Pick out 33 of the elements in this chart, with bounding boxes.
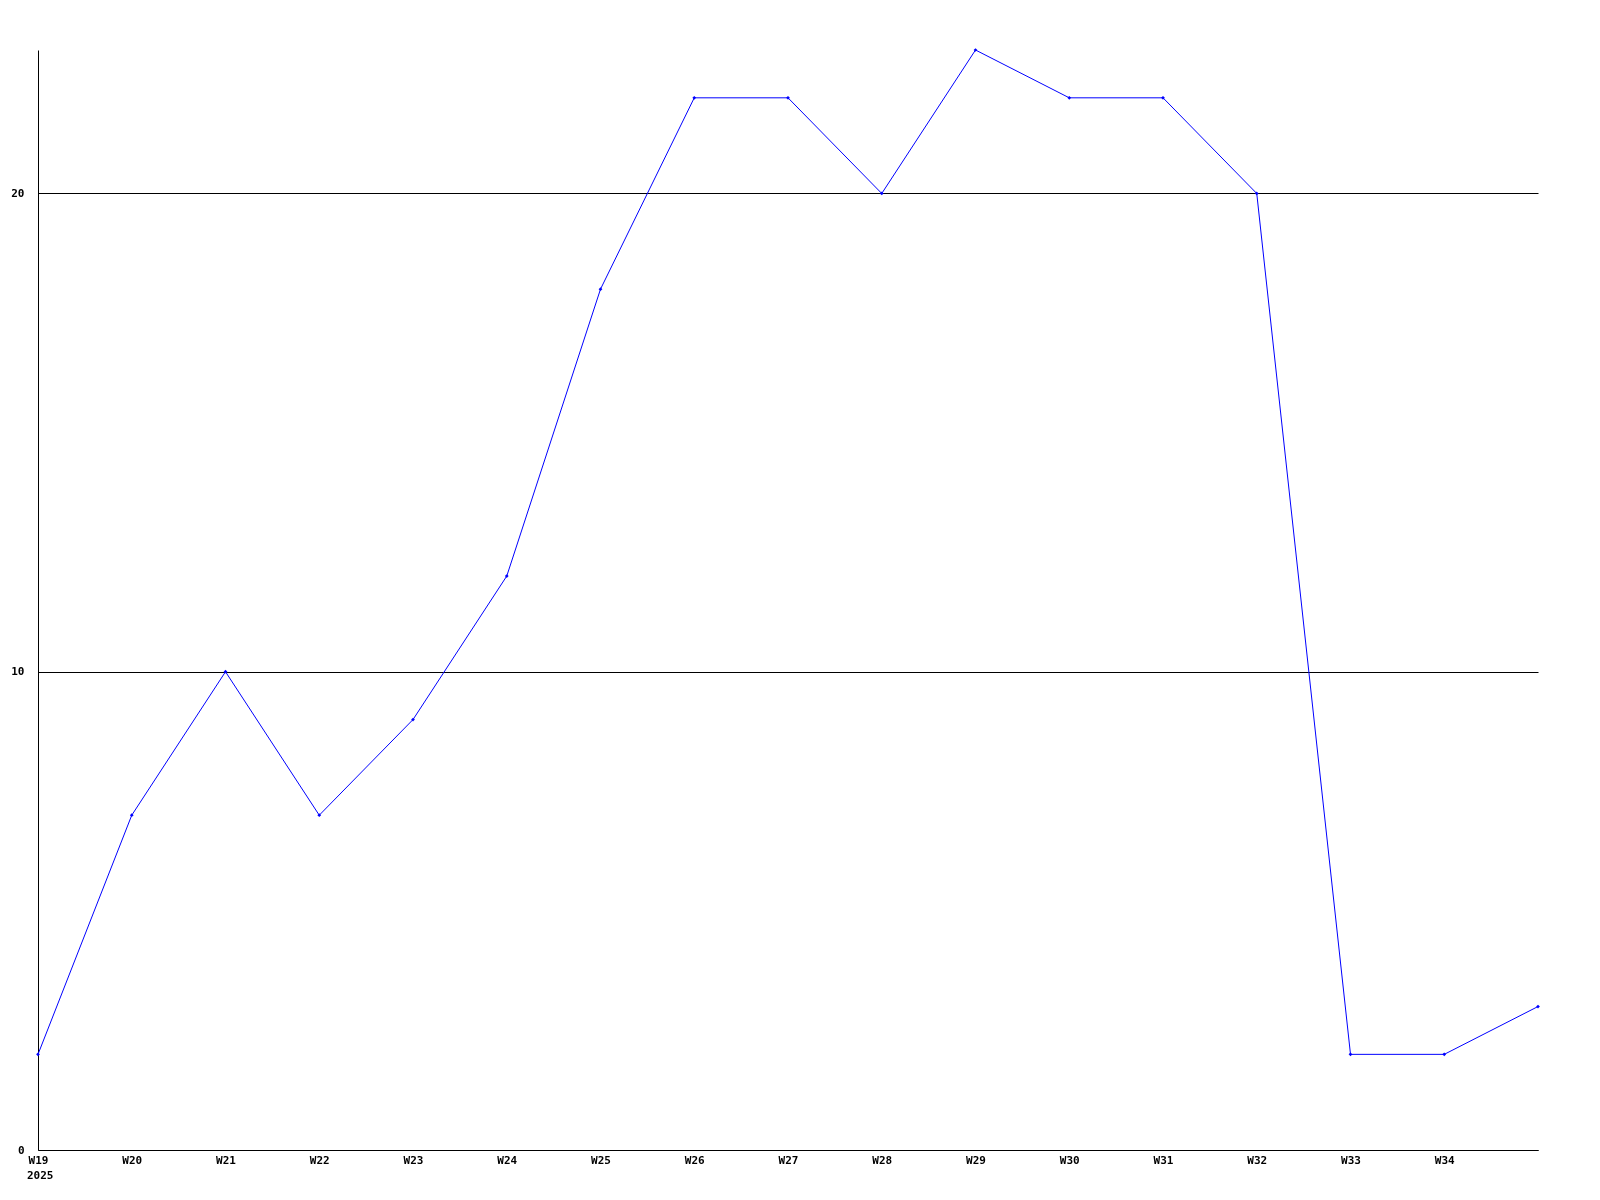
x-tick-label: W34 bbox=[1434, 1153, 1456, 1167]
point bbox=[1348, 1052, 1353, 1057]
x-tick-label: W26 bbox=[684, 1153, 706, 1167]
x-tick-label: W32 bbox=[1247, 1153, 1268, 1167]
text: 2025 bbox=[27, 1169, 54, 1182]
point bbox=[223, 669, 228, 674]
y-tick-label: 10 bbox=[11, 665, 25, 679]
x-tick-label: W28 bbox=[872, 1153, 893, 1167]
x-tick-label: W33 bbox=[1341, 1153, 1361, 1167]
point bbox=[504, 574, 509, 578]
x-tick-label: W23 bbox=[403, 1153, 424, 1167]
line-series bbox=[36, 48, 1540, 1057]
point bbox=[36, 1052, 40, 1057]
point bbox=[879, 191, 884, 196]
point bbox=[786, 95, 790, 100]
point bbox=[973, 48, 978, 52]
point bbox=[1536, 1004, 1540, 1009]
x-tick-label: W19 bbox=[28, 1153, 49, 1167]
y-tick-label: 0 bbox=[17, 1143, 25, 1157]
x-tick-label: W29 bbox=[966, 1153, 986, 1167]
x-tick-label: W24 bbox=[497, 1153, 518, 1167]
y-tick-label: 20 bbox=[11, 186, 25, 200]
x-tick-label: W21 bbox=[216, 1153, 237, 1167]
x-tick-label: W20 bbox=[122, 1153, 143, 1167]
x-tick-label: W30 bbox=[1059, 1153, 1080, 1167]
point bbox=[411, 717, 415, 722]
point bbox=[598, 287, 603, 291]
x-tick-label: W31 bbox=[1153, 1153, 1174, 1167]
point bbox=[1254, 191, 1259, 196]
point bbox=[1161, 95, 1165, 100]
x-tick-label: W27 bbox=[778, 1153, 799, 1167]
x-tick-label: W22 bbox=[309, 1153, 330, 1167]
x-tick-label: W25 bbox=[591, 1153, 611, 1167]
